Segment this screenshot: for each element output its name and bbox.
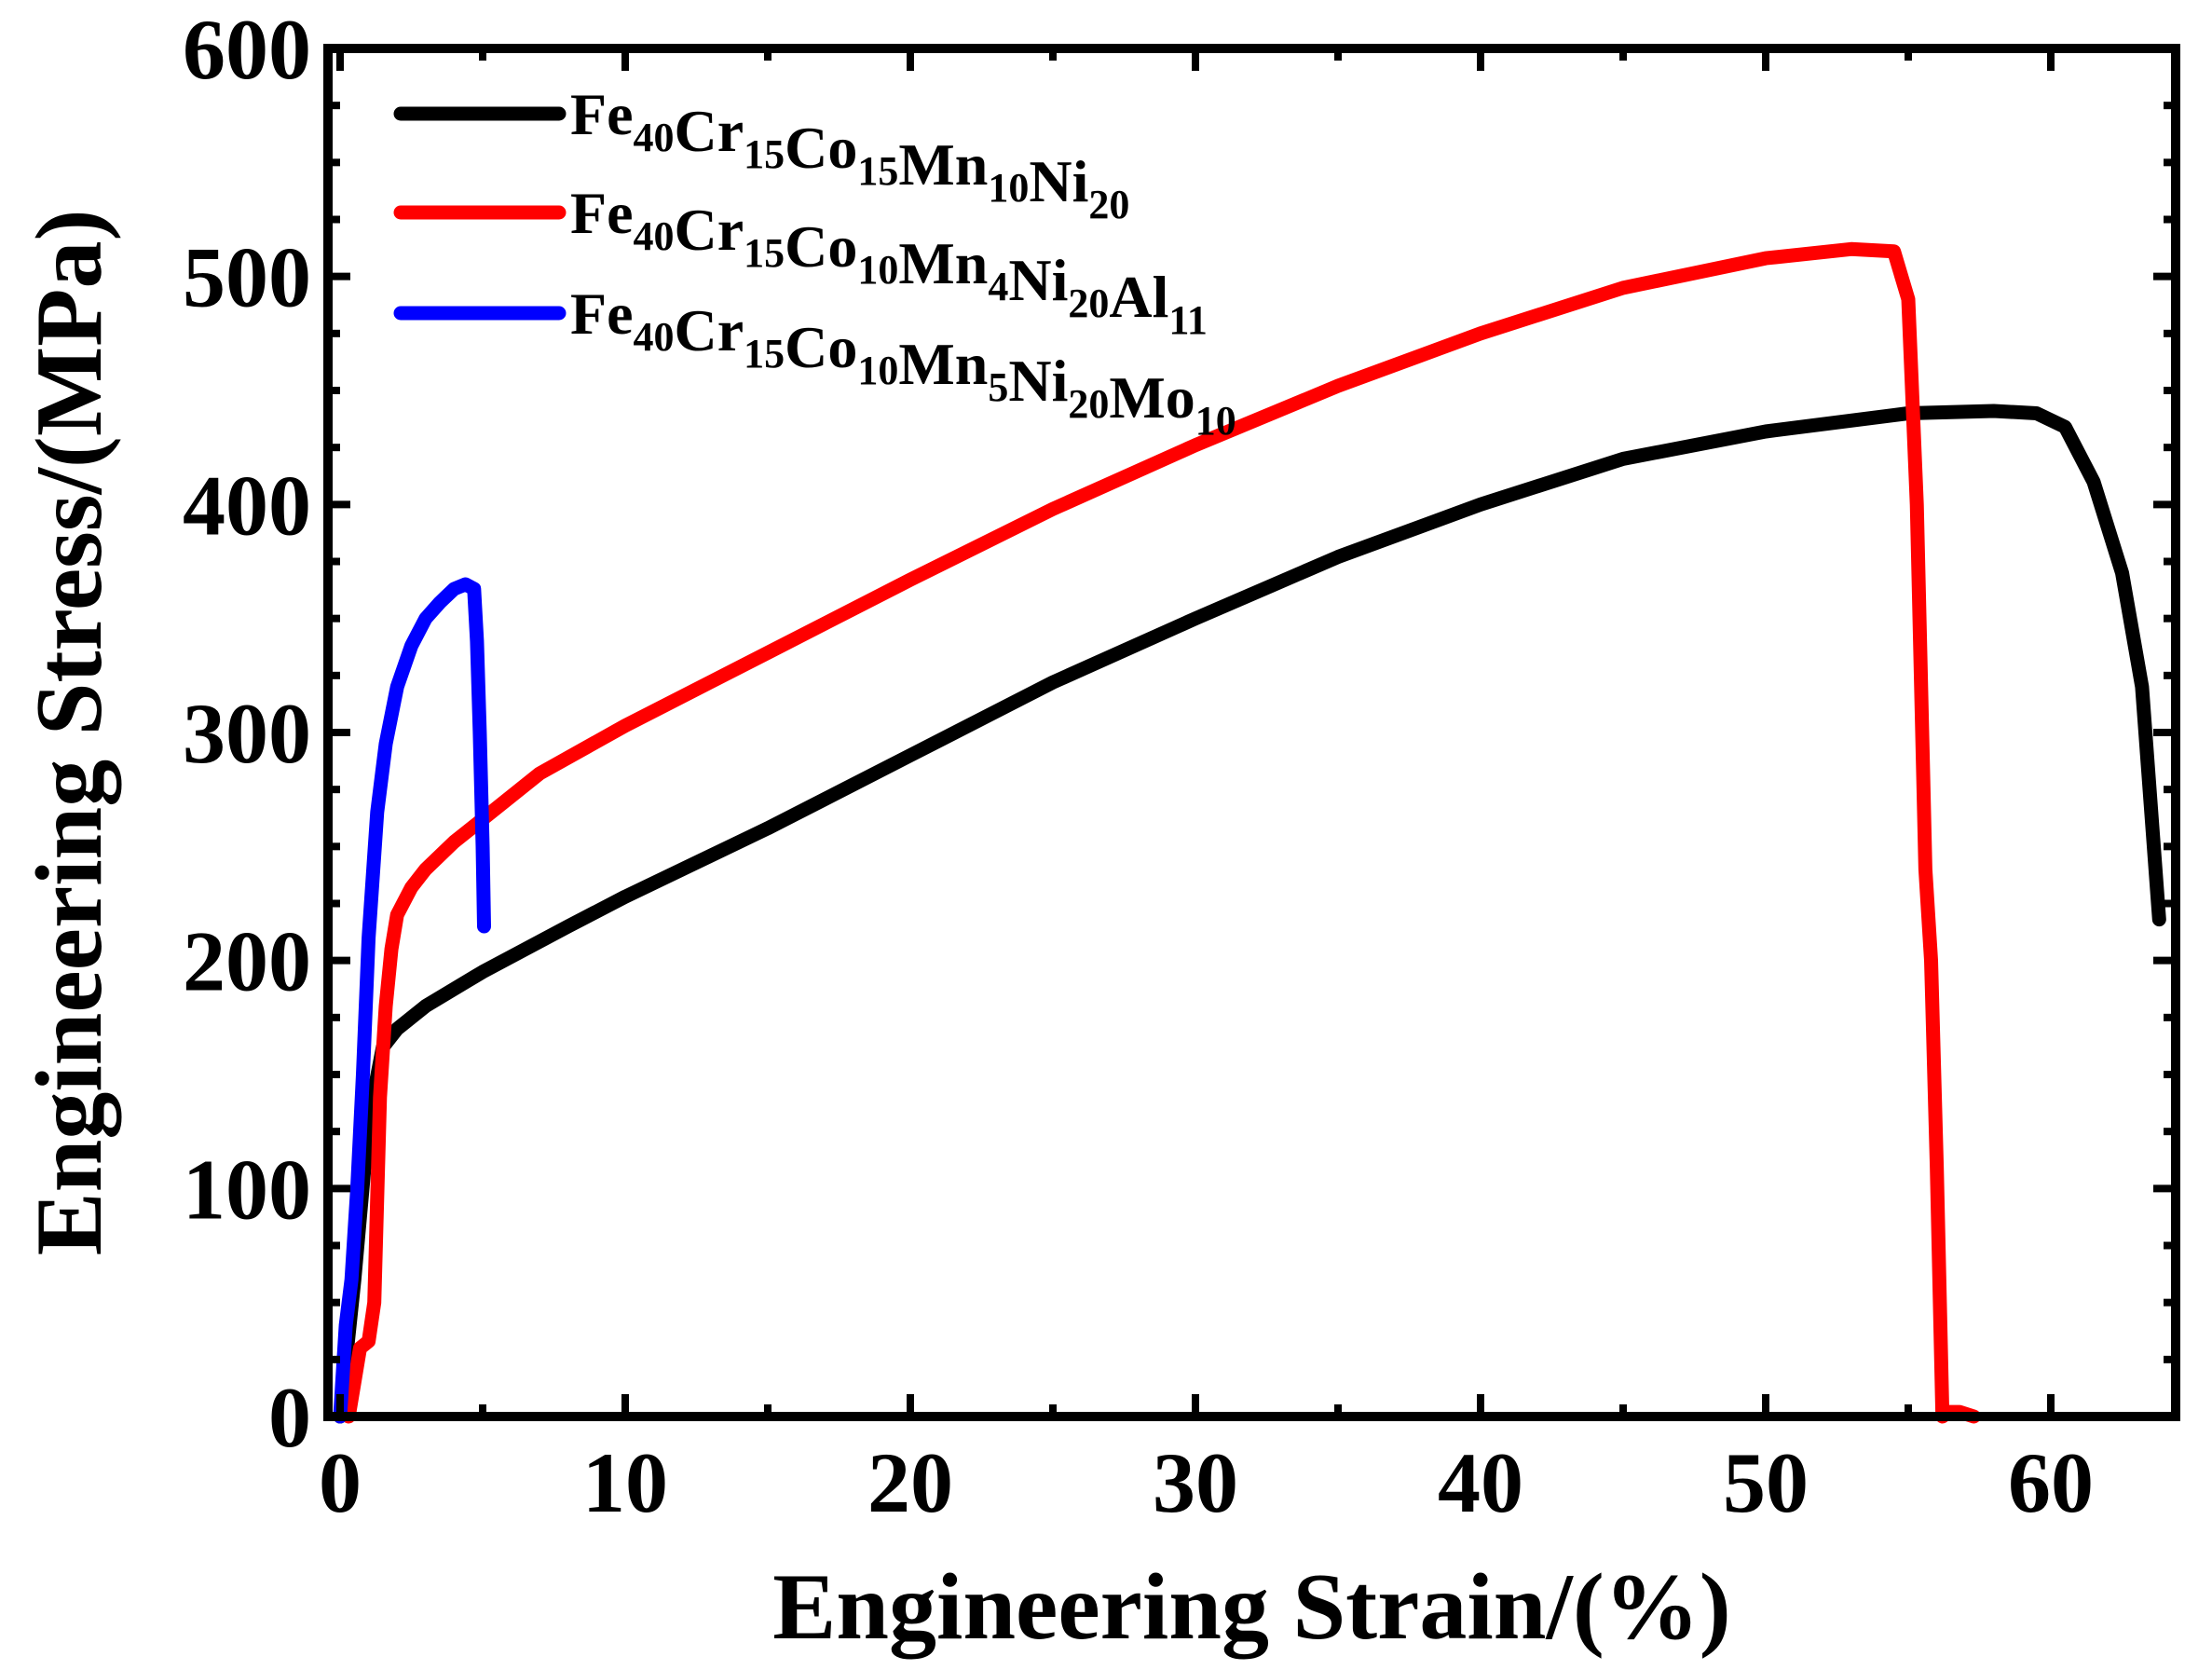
x-tick-label: 0 xyxy=(319,1435,362,1530)
y-tick-label: 300 xyxy=(183,686,311,781)
y-tick-label: 500 xyxy=(183,230,311,325)
y-tick-label: 200 xyxy=(183,914,311,1009)
x-tick-label: 20 xyxy=(867,1435,953,1530)
plot-frame xyxy=(323,44,2180,1421)
series-line-1 xyxy=(333,404,2166,1424)
y-axis-title: Engineering Stress/(MPa) xyxy=(17,210,122,1256)
legend-label-3: Fe40Cr15Co10Mn5Ni20Mo10 xyxy=(570,281,1236,444)
x-tick-label: 10 xyxy=(582,1435,668,1530)
y-tick-label: 400 xyxy=(183,458,311,553)
series-layer xyxy=(333,241,2166,1424)
y-tick-label: 100 xyxy=(183,1142,311,1237)
x-tick-label: 50 xyxy=(1723,1435,1809,1530)
series-line-2 xyxy=(341,241,1981,1424)
legend: Fe40Cr15Co15Mn10Ni20Fe40Cr15Co10Mn4Ni20A… xyxy=(393,81,1236,444)
x-tick-label: 40 xyxy=(1438,1435,1523,1530)
x-axis-title: Engineering Strain/(%) xyxy=(772,1554,1731,1660)
series-line-3 xyxy=(333,577,491,1424)
x-tick-label: 30 xyxy=(1153,1435,1238,1530)
legend-label-2: Fe40Cr15Co10Mn4Ni20Al11 xyxy=(570,180,1208,343)
x-tick-label: 60 xyxy=(2008,1435,2094,1530)
y-tick-label: 0 xyxy=(268,1370,311,1465)
legend-label-1: Fe40Cr15Co15Mn10Ni20 xyxy=(570,81,1129,227)
y-tick-label: 600 xyxy=(183,2,311,97)
